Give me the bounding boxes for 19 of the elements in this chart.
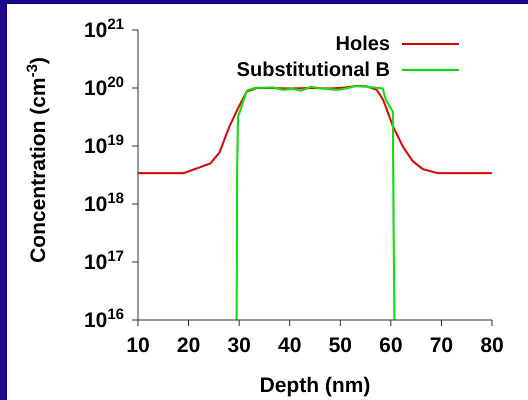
x-tick-label: 50 xyxy=(328,334,352,357)
x-tick-label: 30 xyxy=(227,334,251,357)
x-axis-title: Depth (nm) xyxy=(260,374,370,397)
y-tick-label: 10$^{17}$ xyxy=(84,248,124,274)
x-tick-label: 40 xyxy=(278,334,302,357)
y-tick-label: 10$^{19}$ xyxy=(84,132,124,158)
x-tick-label: 10 xyxy=(126,334,150,357)
y-tick-label: 10$^{21}$ xyxy=(84,16,124,42)
x-tick-label: 70 xyxy=(430,334,454,357)
y-tick-label: 10$^{16}$ xyxy=(84,306,124,332)
line-series xyxy=(236,85,396,320)
line-series xyxy=(138,85,492,174)
y-tick-label: 10$^{20}$ xyxy=(84,74,124,100)
legend-label: Substitutional B xyxy=(236,58,390,82)
legend-label: Holes xyxy=(336,32,390,56)
x-tick-label: 80 xyxy=(480,334,504,357)
y-tick-label: 10$^{18}$ xyxy=(84,190,124,216)
x-tick-label: 20 xyxy=(176,334,200,357)
x-tick-label: 60 xyxy=(379,334,403,357)
